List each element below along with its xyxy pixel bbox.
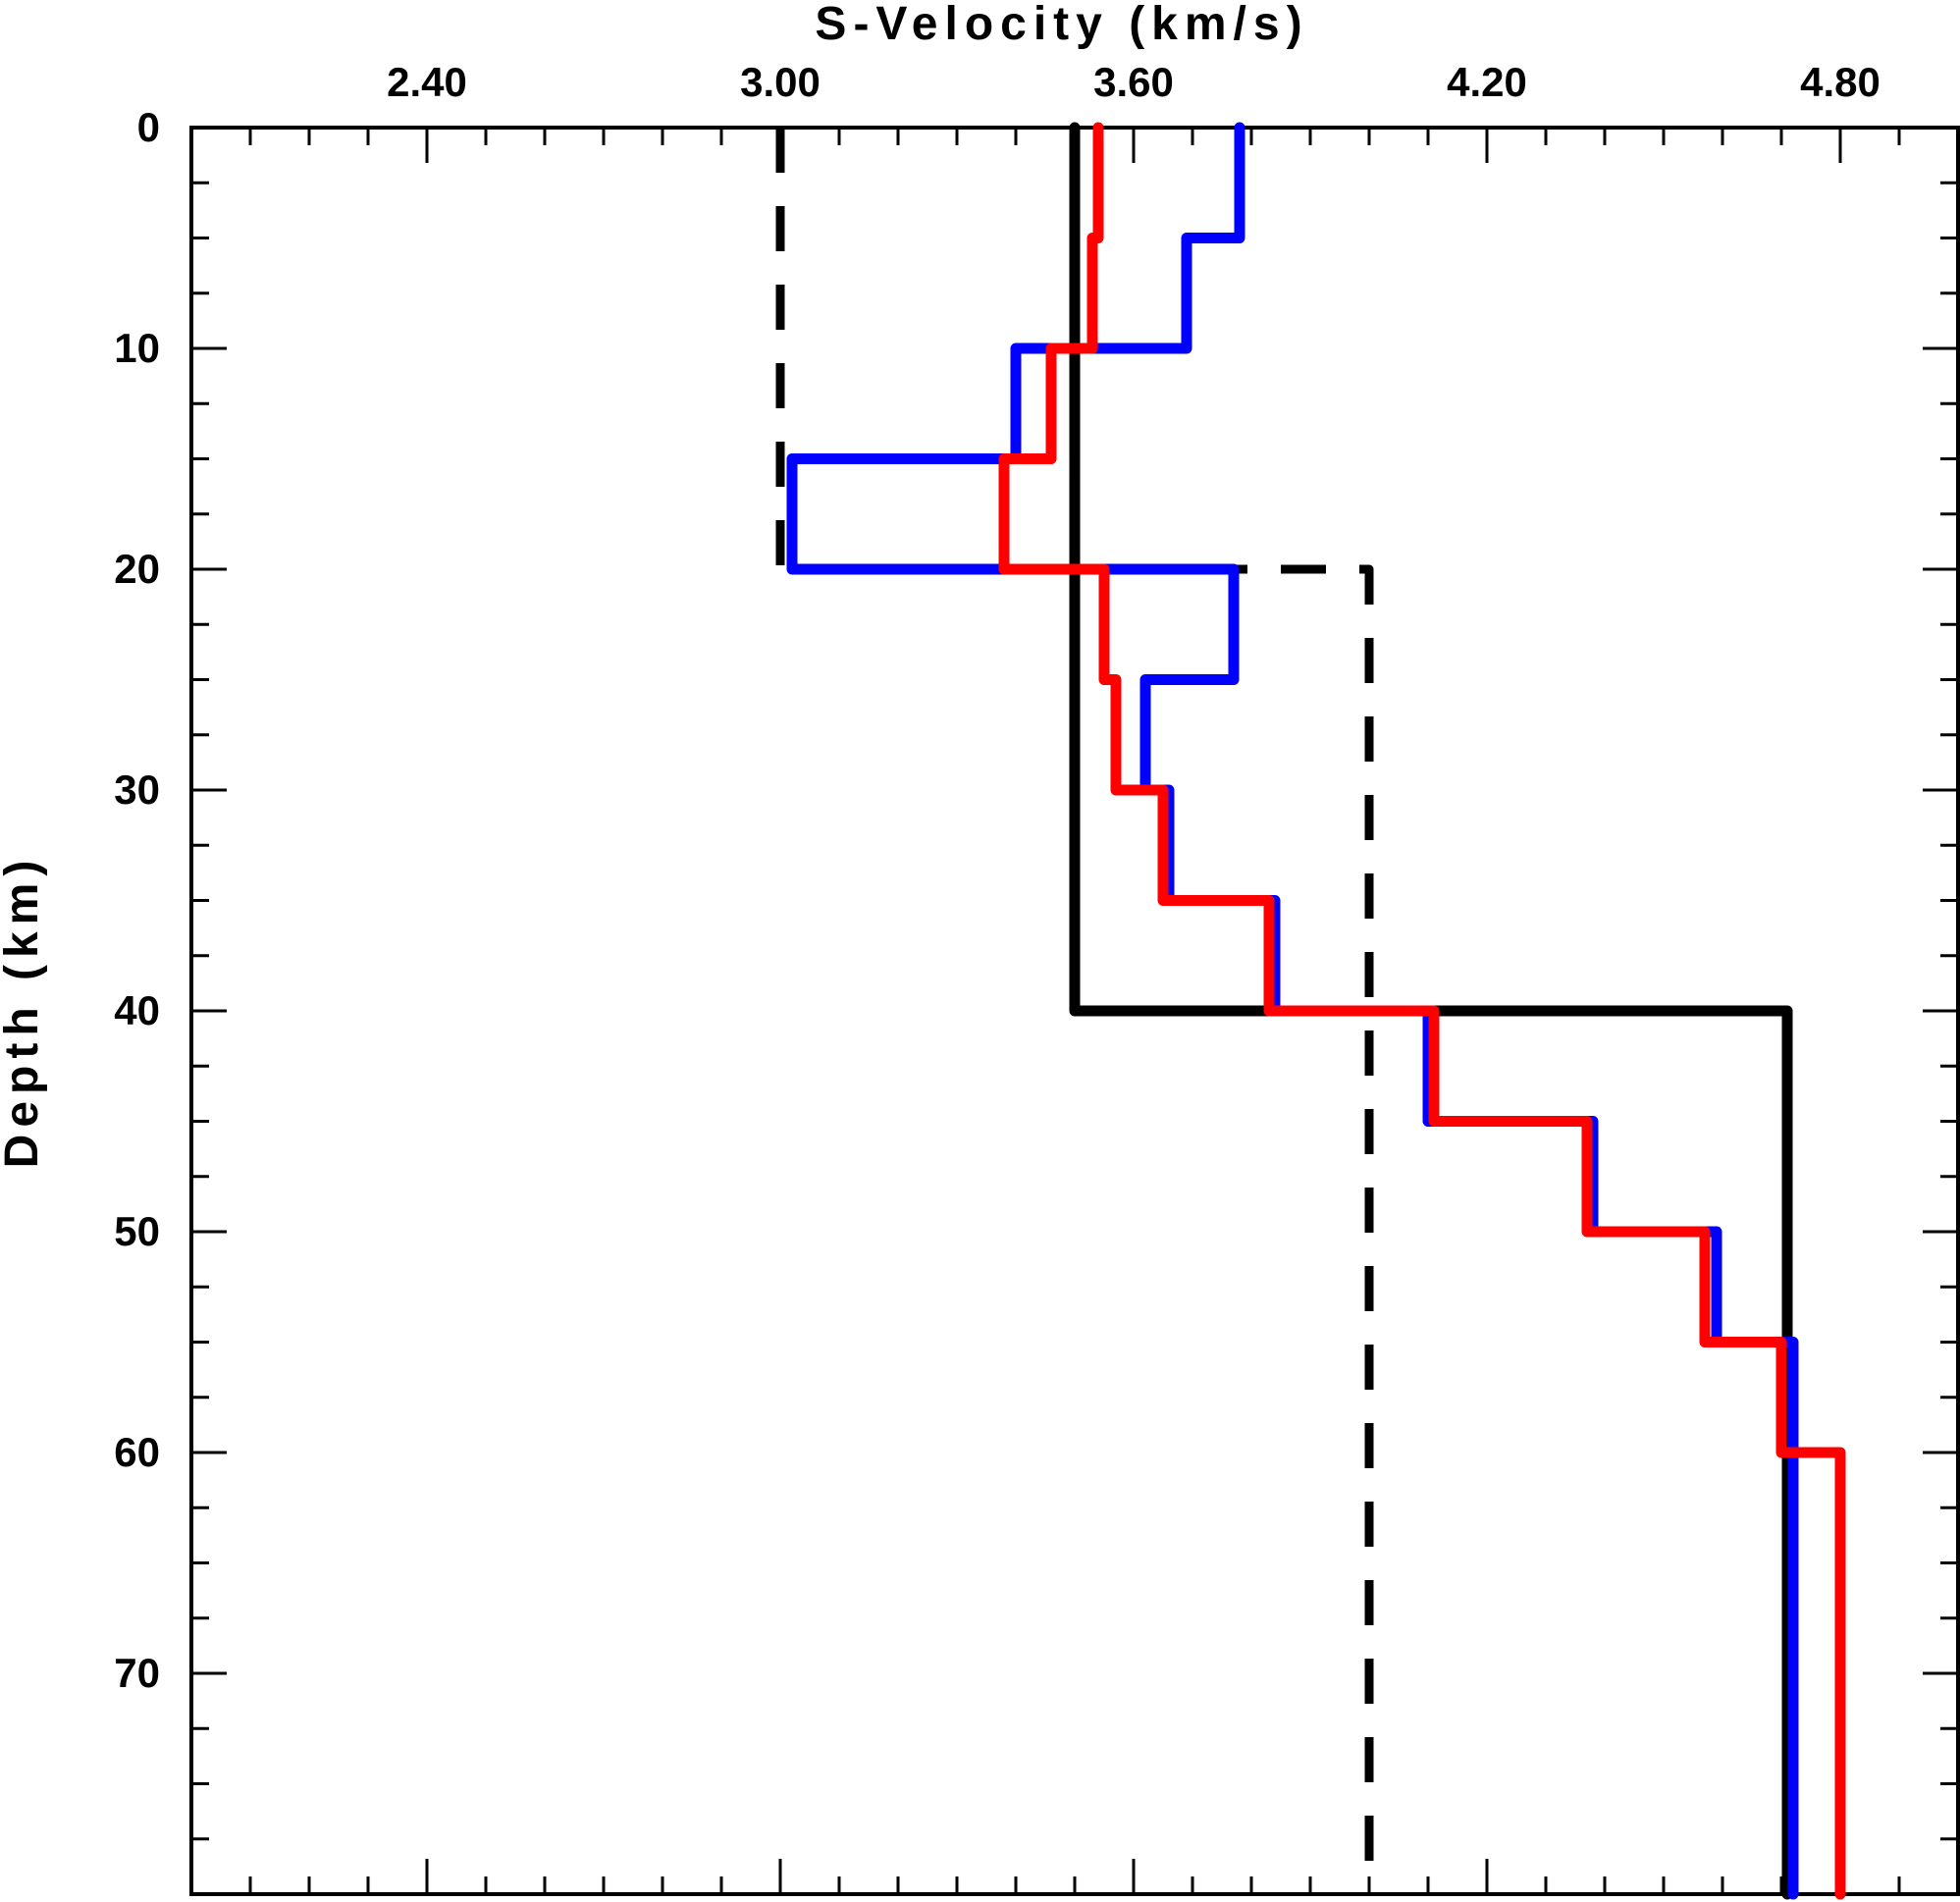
- y-axis-title: Depth (km): [0, 854, 48, 1169]
- y-tick-label: 50: [114, 1208, 160, 1254]
- x-tick-label: 3.60: [1093, 59, 1174, 105]
- x-tick-label: 3.00: [740, 59, 821, 105]
- axis-ticks: [189, 126, 1960, 1896]
- y-tick-label: 70: [114, 1650, 160, 1696]
- x-tick-label: 4.20: [1447, 59, 1527, 105]
- x-axis-title: S-Velocity (km/s): [815, 0, 1308, 50]
- y-tick-label: 30: [114, 766, 160, 813]
- y-tick-label: 40: [114, 987, 160, 1033]
- x-tick-label: 2.40: [387, 59, 467, 105]
- axis-tick-labels: 2.40 3.00 3.60 4.20 4.80 0 10 20 30 40 50 60 70: [114, 59, 1881, 1696]
- y-tick-label: 0: [137, 104, 160, 150]
- y-tick-label: 20: [114, 546, 160, 592]
- series-line-4: [998, 122, 1846, 1900]
- y-tick-label: 10: [114, 325, 160, 371]
- series-layer: [775, 122, 1846, 1900]
- y-tick-label: 60: [114, 1429, 160, 1475]
- x-tick-label: 4.80: [1800, 59, 1881, 105]
